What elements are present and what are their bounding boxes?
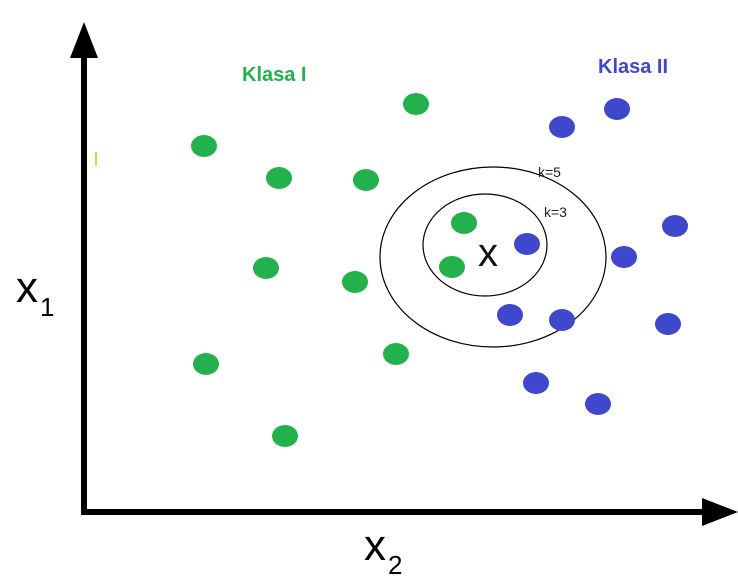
class-1-point [383,343,409,365]
x-axis-label-main: x [364,521,386,570]
stray-mark [95,152,97,166]
ring-k5 [379,166,607,348]
class-1-label: Klasa I [242,64,306,86]
class-2-point [514,233,540,255]
x-axis-label-sub: 2 [388,550,402,580]
x-axis-arrow-icon [702,498,738,526]
class-1-point [342,271,368,293]
class-1-point [266,167,292,189]
class-1-point [451,212,477,234]
class-2-point [604,98,630,120]
x-axis-label: x2 [364,521,402,580]
class-1-point [272,425,298,447]
axes [70,22,738,526]
class-1-point [403,93,429,115]
y-axis-label-main: x [16,263,38,312]
class-2-points [497,98,688,415]
ring-k3-label: k=3 [544,204,567,220]
class-1-point [439,256,465,278]
ring-k3 [422,193,548,297]
class-2-point [523,372,549,394]
class-2-point [549,309,575,331]
y-axis-label-sub: 1 [40,292,54,322]
y-axis-arrow-icon [70,22,98,58]
y-axis-label: x1 [16,263,54,322]
class-2-point [655,313,681,335]
query-point-label: x [478,231,498,275]
class-2-point [662,215,688,237]
ring-k5-label: k=5 [538,164,561,180]
class-2-point [549,116,575,138]
class-1-point [253,257,279,279]
class-2-point [497,304,523,326]
neighbourhood-rings [379,166,607,348]
class-1-points [191,93,477,447]
class-1-point [353,169,379,191]
class-2-label: Klasa II [598,56,668,78]
class-1-point [193,353,219,375]
class-2-point [585,393,611,415]
class-2-point [611,246,637,268]
class-1-point [191,135,217,157]
